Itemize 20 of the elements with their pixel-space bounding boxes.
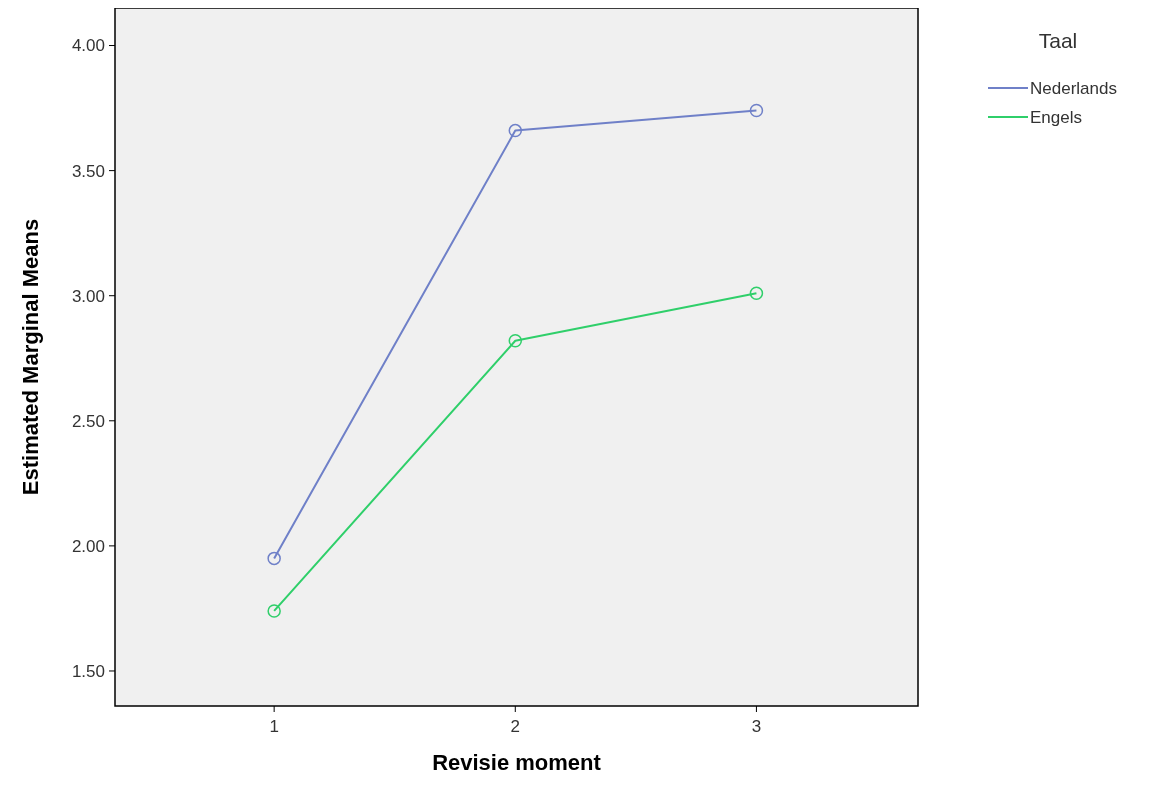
x-tick-label: 1 [269, 717, 279, 736]
point [508, 333, 523, 348]
y-tick-label: 1.50 [71, 661, 105, 681]
x-axis-title: Revisie moment [432, 750, 602, 775]
point [267, 551, 281, 566]
point [267, 604, 281, 618]
point [749, 286, 764, 300]
legend-label: Nederlands [1030, 78, 1117, 98]
y-tick-label: 3.50 [71, 161, 105, 181]
legend-title: Taal [1038, 29, 1078, 52]
y-tick-label: 4.00 [71, 36, 105, 56]
x-tick-label: 2 [510, 717, 521, 736]
point [749, 103, 764, 118]
x-tick-label: 3 [751, 717, 762, 736]
point [508, 123, 523, 138]
y-tick-label: 3.00 [71, 286, 105, 306]
y-tick-label: 2.00 [71, 536, 105, 556]
y-axis-title: Estimated Marginal Means [18, 218, 43, 496]
y-tick-label: 2.50 [71, 411, 105, 431]
legend-label: Engels [1030, 107, 1082, 127]
